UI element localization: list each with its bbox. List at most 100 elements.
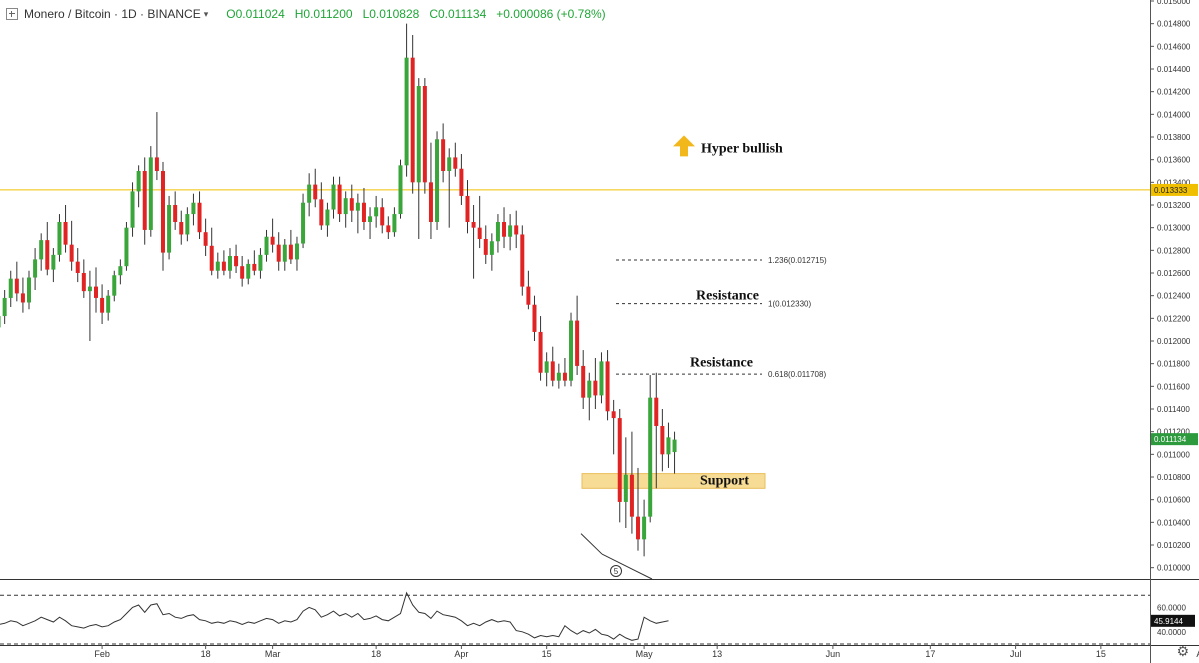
ohlc-readout: O0.011024 H0.011200 L0.010828 C0.011134 … — [226, 7, 605, 21]
arrow-up-icon — [673, 135, 695, 157]
price-tick-label: 0.013400 — [1157, 178, 1191, 187]
candle-body — [587, 380, 592, 398]
time-tick-label: Mar — [265, 649, 281, 659]
time-tick-label: 15 — [542, 649, 552, 659]
candle-body — [331, 184, 336, 210]
open-value: O0.011024 — [226, 7, 285, 21]
candle-body — [398, 165, 403, 215]
level-price-tag — [1151, 183, 1198, 196]
candle-body — [136, 171, 141, 192]
price-tick-label: 0.011600 — [1157, 382, 1190, 391]
candle-body — [471, 222, 476, 228]
candle-body — [477, 227, 482, 239]
wave-label-circle — [610, 565, 622, 577]
candle-body — [215, 261, 220, 271]
candle-body — [441, 139, 446, 171]
price-tick-label: 0.013200 — [1157, 201, 1191, 210]
candle-body — [33, 259, 38, 278]
price-tick-label: 0.013000 — [1157, 224, 1191, 233]
candle-body — [319, 199, 324, 226]
price-tick-label: 0.015000 — [1157, 0, 1191, 6]
time-tick-label: Jul — [1010, 649, 1022, 659]
wave-label: 5 — [614, 567, 619, 576]
candle-body — [368, 216, 373, 222]
time-tick-label: 13 — [712, 649, 722, 659]
candle-body — [428, 182, 433, 222]
candle-body — [106, 295, 111, 313]
price-tick-label: 0.011200 — [1157, 428, 1190, 437]
candle-body — [532, 304, 537, 332]
rsi-tick-label: 40.0000 — [1157, 628, 1186, 637]
candle-body — [221, 261, 226, 271]
candle-body — [69, 244, 74, 262]
candle-body — [160, 171, 165, 253]
fib-level-label: 1(0.012330) — [768, 300, 811, 309]
candle-body — [611, 411, 616, 419]
candle-body — [483, 239, 488, 255]
candle-body — [435, 139, 440, 222]
candle-body — [301, 202, 306, 244]
candle-body — [453, 157, 458, 169]
candle-body — [8, 278, 13, 298]
candle-body — [20, 293, 25, 303]
candle-body — [294, 243, 299, 260]
candle-body — [313, 184, 318, 200]
price-tick-label: 0.012600 — [1157, 269, 1191, 278]
price-tick-label: 0.013600 — [1157, 156, 1191, 165]
candle-body — [502, 222, 507, 237]
candle-body — [617, 418, 622, 502]
plus-square-icon[interactable] — [6, 8, 18, 20]
close-value: C0.011134 — [429, 7, 487, 21]
price-tick-label: 0.010000 — [1157, 564, 1191, 573]
gear-icon[interactable]: ⚙ — [1176, 644, 1189, 660]
price-tick-label: 0.013800 — [1157, 133, 1191, 142]
candle-body — [520, 234, 525, 287]
annotation-label: Support — [700, 473, 749, 488]
candle-body — [569, 320, 574, 381]
candle-body — [410, 57, 415, 183]
candle-body — [81, 273, 86, 292]
candle-body — [422, 86, 427, 183]
price-tick-label: 0.014600 — [1157, 42, 1191, 51]
price-tick-label: 0.012000 — [1157, 337, 1191, 346]
annotation-label: Resistance — [696, 289, 759, 304]
candle-body — [94, 286, 98, 298]
candle-body — [14, 278, 19, 294]
low-value: L0.010828 — [362, 7, 420, 21]
time-tick-label: 15 — [1096, 649, 1106, 659]
chevron-down-icon[interactable]: ▾ — [203, 8, 209, 19]
candle-body — [154, 157, 159, 171]
candle-body — [605, 361, 610, 412]
candle-body — [489, 241, 494, 255]
time-tick-label: 17 — [925, 649, 935, 659]
candle-body — [392, 214, 397, 233]
candle-body — [100, 297, 105, 313]
price-tick-label: 0.011800 — [1157, 360, 1190, 369]
candle-body — [112, 275, 117, 296]
candle-body — [2, 297, 7, 317]
last-price-label: 0.011134 — [1154, 435, 1187, 444]
time-tick-label: Jun — [826, 649, 841, 659]
symbol-title[interactable]: Monero / Bitcoin · 1D · BINANCE — [24, 7, 201, 21]
candle-body — [57, 222, 62, 255]
time-tick-label: 18 — [371, 649, 381, 659]
candle-body — [209, 245, 214, 271]
annotation-label: Hyper bullish — [701, 141, 783, 156]
candle-body — [508, 225, 513, 237]
level-price-label: 0.013333 — [1154, 186, 1188, 195]
candle-body — [349, 198, 354, 211]
candle-body — [629, 474, 634, 517]
candle-body — [87, 286, 92, 292]
candle-body — [648, 397, 653, 517]
chart-header: Monero / Bitcoin · 1D · BINANCE ▾ O0.011… — [6, 4, 606, 24]
candle-body — [246, 263, 251, 279]
candle-body — [240, 266, 245, 279]
rsi-value-label: 45.9144 — [1154, 617, 1183, 626]
candle-body — [514, 225, 519, 235]
candle-body — [51, 254, 56, 270]
price-tick-label: 0.010400 — [1157, 518, 1191, 527]
rsi-value-tag — [1151, 614, 1195, 627]
candle-body — [337, 184, 342, 215]
candle-body — [343, 198, 348, 215]
